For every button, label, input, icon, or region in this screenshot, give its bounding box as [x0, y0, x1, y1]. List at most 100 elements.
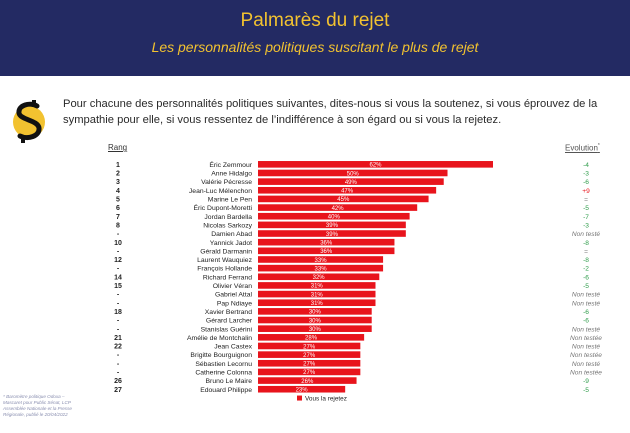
rank-label: 27: [114, 387, 122, 394]
evolution-value: -6: [583, 318, 589, 325]
bar-value-label: 47%: [341, 189, 354, 195]
evolution-value: -6: [583, 309, 589, 316]
page-subtitle: Les personnalités politiques suscitant l…: [151, 39, 479, 55]
evolution-value: Non testé: [572, 361, 601, 368]
person-name-label: Gérald Darmanin: [200, 248, 252, 255]
person-name-label: Laurent Wauquiez: [197, 257, 253, 264]
evolution-value: -3: [583, 171, 589, 178]
person-name-label: Bruno Le Maire: [206, 378, 253, 385]
rank-label: -: [117, 326, 120, 333]
survey-question: Pour chacune des personnalités politique…: [63, 98, 598, 126]
person-name-label: Éric Dupont-Moretti: [193, 203, 252, 212]
rejection-bar: [258, 221, 406, 229]
evolution-value: Non testé: [572, 326, 601, 333]
source-note: * Baromètre politique Odoxa – Mascaret p…: [3, 394, 72, 417]
bar-value-label: 27%: [303, 344, 316, 350]
evolution-value: -9: [583, 378, 589, 385]
bar-value-label: 42%: [332, 206, 345, 212]
rank-label: 22: [114, 344, 122, 351]
evolution-value: Non testé: [572, 292, 601, 299]
evolution-value: Non testé: [572, 231, 601, 238]
evolution-value: -8: [583, 257, 589, 264]
bar-value-label: 36%: [320, 240, 333, 246]
rejection-bar: [258, 282, 376, 289]
bar-value-label: 30%: [309, 327, 322, 333]
bar-value-label: 31%: [311, 292, 324, 298]
evolution-value: +9: [582, 188, 590, 195]
person-name-label: Jordan Bardella: [204, 214, 252, 221]
bar-value-label: 39%: [326, 223, 339, 229]
person-name-label: Amélie de Montchalin: [187, 335, 252, 342]
rejection-bar: [258, 342, 361, 350]
person-name-label: Xavier Bertrand: [205, 309, 252, 316]
bar-value-label: 31%: [311, 301, 324, 307]
evolution-value: -5: [583, 283, 589, 290]
person-name-label: Éric Zemmour: [209, 160, 252, 169]
evolution-value: -3: [583, 222, 589, 229]
bar-value-label: 23%: [296, 388, 309, 394]
person-name-label: Yannick Jadot: [210, 240, 252, 247]
person-name-label: Gérard Larcher: [206, 318, 253, 325]
bar-value-label: 40%: [328, 215, 341, 221]
bar-value-label: 45%: [337, 197, 350, 203]
rank-label: -: [117, 352, 120, 359]
evolution-value: -2: [583, 266, 589, 273]
rank-label: 14: [114, 274, 122, 281]
rank-label: 3: [116, 179, 120, 186]
bar-value-label: 28%: [305, 336, 318, 342]
rejection-bar: [258, 368, 361, 376]
person-name-label: Anne Hidalgo: [211, 171, 252, 178]
person-name-label: Valérie Pécresse: [201, 179, 252, 186]
page-title: Palmarès du rejet: [240, 10, 390, 31]
rank-label: 2: [116, 171, 120, 178]
rejection-bar: [258, 385, 346, 393]
rejection-bar: [258, 169, 448, 177]
logo-s-stroke: [16, 101, 42, 141]
bar-value-label: 27%: [303, 353, 316, 359]
rank-label: -: [117, 318, 120, 325]
rejection-bar: [258, 238, 395, 246]
rejection-bar: [258, 161, 493, 168]
person-name-label: Catherine Colonna: [195, 370, 252, 377]
bar-value-label: 26%: [301, 379, 314, 385]
rank-label: 5: [116, 197, 120, 204]
rejection-bar: [258, 273, 380, 281]
rejection-bar: [258, 308, 372, 315]
logo-tick-top: [32, 100, 36, 107]
rejection-bar: [258, 264, 384, 272]
rank-label: 21: [114, 335, 122, 342]
rank-label: 4: [116, 188, 120, 195]
rejection-bar: [258, 256, 384, 263]
person-name-label: Gabriel Attal: [215, 292, 253, 299]
rank-label: -: [117, 370, 120, 377]
person-name-label: Pap Ndiaye: [217, 300, 252, 307]
rejection-bar: [258, 316, 372, 324]
rejection-bar: [258, 195, 429, 203]
evolution-value: Non testée: [570, 335, 602, 342]
legend-label: Vous la rejetez: [305, 396, 347, 403]
person-name-label: Olivier Véran: [213, 283, 253, 290]
bar-value-label: 30%: [309, 318, 322, 324]
rank-label: 12: [114, 257, 122, 264]
evolution-header-label: Evolution: [565, 143, 598, 153]
rank-label: -: [117, 361, 120, 368]
bar-value-label: 30%: [309, 310, 322, 316]
rejection-bar: [258, 212, 410, 220]
rejection-bar: [258, 247, 395, 255]
rejection-bar: [258, 230, 406, 237]
person-name-label: Sébastien Lecornu: [195, 361, 252, 368]
rank-label: 18: [114, 309, 122, 316]
bar-value-label: 33%: [315, 258, 328, 264]
evolution-value: -6: [583, 274, 589, 281]
rejection-bar: [258, 204, 418, 211]
rejection-bar: [258, 334, 365, 341]
evolution-value: Non testé: [572, 300, 601, 307]
bar-value-label: 49%: [345, 180, 358, 186]
rejection-bar: [258, 359, 361, 367]
logo-tick-bottom: [21, 136, 25, 143]
evolution-value: -5: [583, 205, 589, 212]
person-name-label: Jean Castex: [214, 344, 252, 351]
evolution-value: Non testée: [570, 370, 602, 377]
person-name-label: Richard Ferrand: [203, 274, 252, 281]
